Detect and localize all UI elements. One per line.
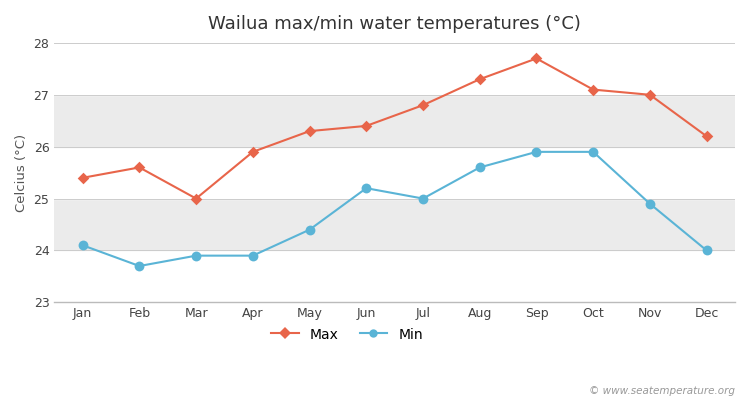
- Legend: Max, Min: Max, Min: [266, 322, 428, 347]
- Point: [700, 247, 712, 254]
- Point: [190, 252, 202, 259]
- Point: [360, 185, 372, 191]
- Point: [190, 195, 202, 202]
- Point: [134, 263, 146, 269]
- Point: [134, 164, 146, 171]
- Text: © www.seatemperature.org: © www.seatemperature.org: [589, 386, 735, 396]
- Point: [247, 149, 259, 155]
- Point: [474, 76, 486, 82]
- Point: [644, 92, 656, 98]
- Point: [417, 102, 429, 108]
- Point: [304, 128, 316, 134]
- Point: [360, 123, 372, 129]
- Point: [530, 149, 542, 155]
- Point: [587, 86, 599, 93]
- Point: [304, 226, 316, 233]
- Bar: [54, 43, 735, 95]
- Point: [644, 200, 656, 207]
- Point: [700, 133, 712, 140]
- Point: [247, 252, 259, 259]
- Bar: [54, 95, 735, 147]
- Y-axis label: Celcius (°C): Celcius (°C): [15, 134, 28, 212]
- Point: [76, 175, 88, 181]
- Point: [76, 242, 88, 248]
- Bar: [54, 198, 735, 250]
- Title: Wailua max/min water temperatures (°C): Wailua max/min water temperatures (°C): [209, 15, 581, 33]
- Point: [417, 195, 429, 202]
- Point: [474, 164, 486, 171]
- Point: [530, 55, 542, 62]
- Bar: [54, 147, 735, 198]
- Point: [587, 149, 599, 155]
- Bar: [54, 250, 735, 302]
